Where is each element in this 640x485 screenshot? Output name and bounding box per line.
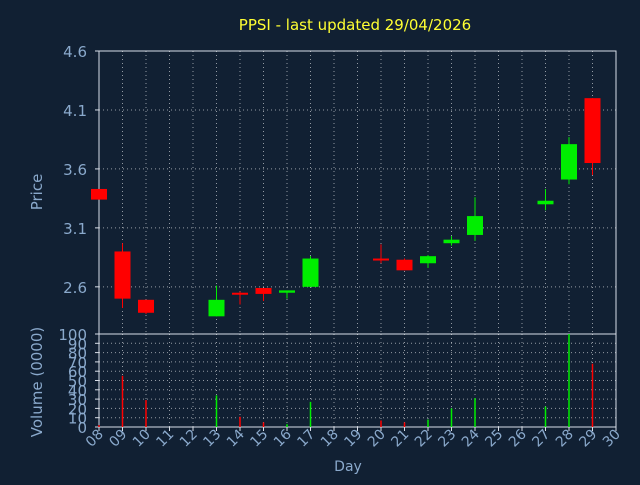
volume-bar xyxy=(474,398,476,427)
x-tick-label: 21 xyxy=(388,427,412,451)
candle-body xyxy=(467,216,483,235)
volume-tick-label: 50 xyxy=(68,373,87,391)
volume-bar xyxy=(309,401,312,427)
x-tick-label: 29 xyxy=(576,427,600,451)
candle-body xyxy=(537,200,554,205)
volume-bar xyxy=(403,422,406,427)
volume-plot-frame xyxy=(98,333,617,428)
price-tick-label: 4.1 xyxy=(63,102,87,120)
x-tick-label: 18 xyxy=(318,427,342,451)
price-tick-label: 3.6 xyxy=(63,161,87,179)
volume-tick-label: 70 xyxy=(68,354,87,372)
volume-bar xyxy=(591,363,594,427)
price-axis-label: Price xyxy=(28,174,46,211)
volume-tick-label: 20 xyxy=(68,400,87,418)
volume-tick-label: 40 xyxy=(68,382,87,400)
volume-bar xyxy=(427,419,429,427)
volume-bar xyxy=(544,406,547,427)
x-tick-label: 24 xyxy=(459,426,483,450)
volume-bar xyxy=(98,425,100,427)
x-tick-label: 30 xyxy=(600,427,624,451)
candle-body xyxy=(443,239,460,244)
volume-bar xyxy=(450,408,453,427)
candle-body xyxy=(279,290,295,293)
candle-body xyxy=(420,256,436,264)
x-tick-label: 23 xyxy=(435,427,459,451)
x-tick-label: 16 xyxy=(271,426,295,450)
volume-tick-label: 0 xyxy=(77,419,87,437)
volume-tick-label: 80 xyxy=(68,345,87,363)
x-tick-label: 19 xyxy=(341,427,365,451)
price-panel: 2.6 3.1 3.6 4.1 4.6 xyxy=(63,43,617,335)
volume-bar xyxy=(568,334,570,427)
volume-bar xyxy=(215,395,218,427)
x-tick-label: 14 xyxy=(224,426,248,450)
candle-body xyxy=(302,258,319,287)
volume-tick-label: 60 xyxy=(68,363,87,381)
volume-bar xyxy=(380,420,382,427)
volume-bar xyxy=(286,424,288,427)
x-tick-label: 09 xyxy=(106,427,130,451)
volume-bar xyxy=(239,416,241,427)
price-tick-label: 3.1 xyxy=(63,220,87,238)
volume-bar xyxy=(262,422,265,427)
volume-bar xyxy=(121,375,124,427)
chart-title: PPSI - last updated 29/04/2026 xyxy=(239,16,471,34)
volume-tick-label: 10 xyxy=(68,410,87,428)
x-tick-label: 25 xyxy=(482,427,506,451)
volume-axis-label: Volume (0000) xyxy=(28,327,46,437)
candle-body xyxy=(373,258,389,261)
x-tick-label: 20 xyxy=(365,427,389,451)
candle-body xyxy=(232,292,248,295)
x-tick-label: 15 xyxy=(247,427,271,451)
volume-tick-label: 30 xyxy=(68,391,87,409)
x-tick-label: 27 xyxy=(529,427,553,451)
volume-tick-label: 100 xyxy=(58,326,87,344)
x-tick-label: 12 xyxy=(177,427,201,451)
candle-body xyxy=(584,98,601,164)
x-tick-labels: 08 09 10 11 12 13 14 15 16 17 18 19 20 21 22 23 24 25 26 27… xyxy=(83,426,624,450)
candle-body xyxy=(91,188,107,200)
candle-body xyxy=(114,251,131,299)
price-tick-label: 4.6 xyxy=(63,43,87,61)
x-tick-label: 13 xyxy=(200,427,224,451)
x-tick-label: 22 xyxy=(412,427,436,451)
price-tick-label: 2.6 xyxy=(63,279,87,297)
x-tick-label: 28 xyxy=(553,427,577,451)
volume-bar xyxy=(145,400,147,427)
candle-body xyxy=(208,299,225,317)
x-tick-label: 17 xyxy=(294,427,318,451)
candle-body xyxy=(561,144,577,180)
volume-tick-label: 90 xyxy=(68,335,87,353)
candle-body xyxy=(255,288,272,294)
x-tick-label: 11 xyxy=(153,427,177,451)
x-axis-label: Day xyxy=(334,459,362,475)
candle-body xyxy=(138,299,154,313)
candle-body xyxy=(396,259,413,271)
x-tick-label: 10 xyxy=(130,427,154,451)
x-tick-label: 26 xyxy=(506,426,530,450)
